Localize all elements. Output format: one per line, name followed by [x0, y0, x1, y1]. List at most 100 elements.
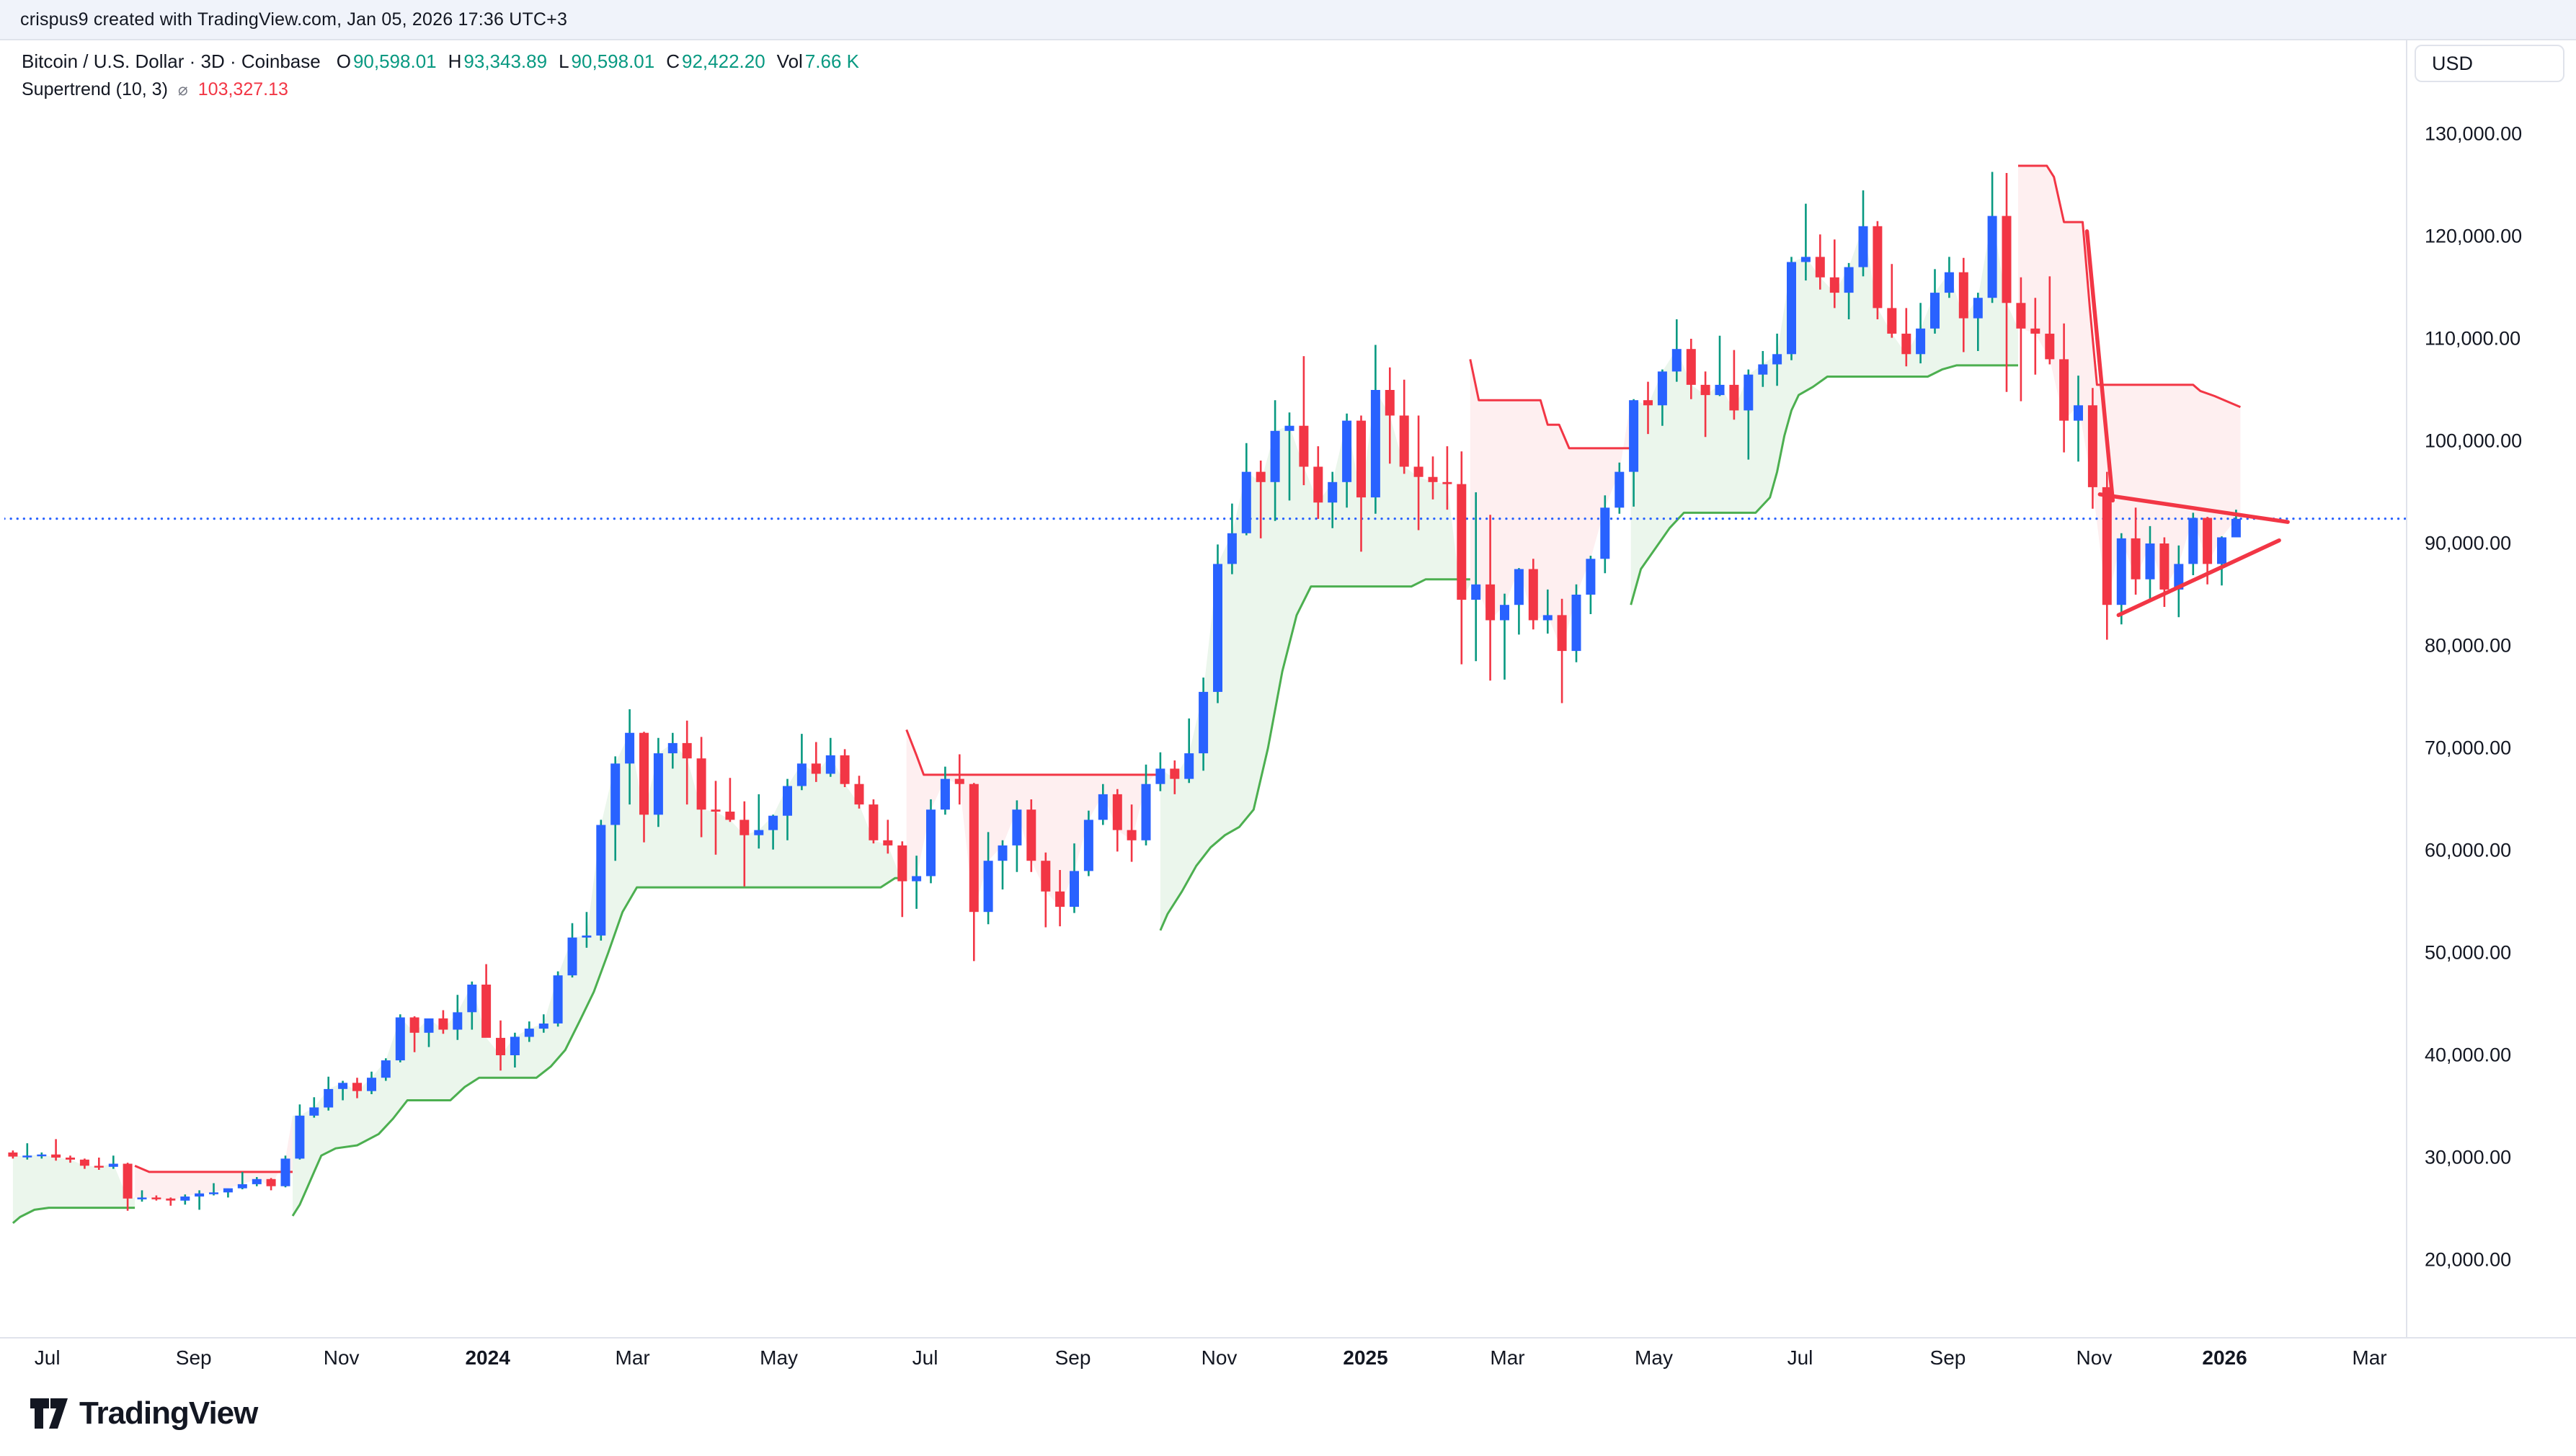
candle — [438, 1018, 448, 1030]
candle — [1070, 871, 1079, 907]
candle — [137, 1197, 147, 1199]
candle — [2174, 564, 2184, 590]
candle — [252, 1178, 262, 1184]
candle — [1055, 891, 1065, 907]
candle — [553, 975, 563, 1024]
candle — [1514, 569, 1524, 605]
candle — [653, 753, 663, 815]
supertrend-line-down — [134, 1165, 293, 1173]
candle — [1041, 861, 1051, 892]
candle — [1973, 298, 1983, 319]
candle — [352, 1083, 362, 1091]
open-label: O — [336, 50, 351, 72]
indicator-legend-row[interactable]: Supertrend (10, 3) ⌀ 103,327.13 — [22, 79, 859, 105]
candle — [180, 1197, 190, 1201]
candle — [524, 1029, 534, 1037]
candle — [1213, 564, 1222, 692]
snapshot-header-bar: crispus9 created with TradingView.com, J… — [0, 0, 2576, 40]
candle — [295, 1115, 305, 1159]
candle — [1916, 328, 1926, 355]
candle — [2045, 333, 2055, 360]
candle — [1729, 384, 1739, 411]
volume-value: 7.66 K — [804, 50, 859, 72]
low-label: L — [559, 50, 569, 72]
candle — [1127, 830, 1137, 840]
candle — [481, 985, 492, 1038]
close-value: 92,422.20 — [682, 50, 765, 72]
candle — [1815, 257, 1825, 278]
candle — [424, 1018, 434, 1033]
candle — [2203, 518, 2213, 564]
candle — [869, 804, 879, 840]
candle — [2002, 216, 2012, 303]
candle — [1356, 420, 1366, 498]
drawn-trendline-steep-descending-line[interactable] — [2084, 229, 2115, 503]
candle — [1800, 257, 1811, 262]
symbol-title: Bitcoin / U.S. Dollar · 3D · Coinbase — [22, 50, 321, 72]
candle — [1958, 272, 1968, 319]
candle — [969, 784, 979, 913]
candle — [811, 763, 821, 774]
candle — [280, 1158, 290, 1186]
drawn-trendline-upper-wedge-line[interactable] — [2097, 492, 2290, 524]
candle — [912, 876, 922, 882]
candle — [538, 1024, 548, 1029]
candle — [123, 1163, 133, 1199]
candle — [1643, 400, 1653, 406]
candle — [1758, 364, 1768, 375]
candle — [2087, 405, 2097, 487]
currency-toggle-button[interactable]: USD — [2415, 45, 2564, 82]
drawn-trendline-lower-wedge-line[interactable] — [2116, 538, 2281, 618]
candle — [1485, 584, 1496, 621]
candle — [998, 845, 1008, 861]
candle — [1026, 809, 1036, 861]
candle — [2188, 518, 2198, 564]
time-axis-separator — [0, 1337, 2576, 1339]
candle — [1155, 768, 1165, 784]
candle — [696, 758, 706, 810]
candle — [1987, 216, 1997, 298]
candle — [2159, 543, 2169, 590]
candle — [1787, 262, 1796, 355]
candle — [1944, 272, 1954, 293]
candle — [209, 1192, 218, 1194]
candle — [94, 1166, 104, 1168]
candle — [1399, 415, 1409, 467]
candle — [625, 732, 635, 764]
symbol-legend-row[interactable]: Bitcoin / U.S. Dollar · 3D · Coinbase O … — [22, 50, 859, 78]
candle — [1256, 471, 1266, 482]
candle — [1901, 333, 1911, 355]
supertrend-fill-up — [12, 1154, 136, 1223]
candle — [2074, 405, 2083, 421]
candle — [1227, 533, 1237, 564]
price-chart-canvas[interactable] — [0, 40, 2576, 1456]
candle — [37, 1154, 47, 1157]
candle — [783, 786, 792, 816]
candle — [1184, 753, 1194, 779]
candle — [2131, 538, 2141, 580]
candle — [1715, 384, 1725, 396]
tradingview-logo[interactable]: TradingView — [29, 1395, 258, 1431]
candle — [1199, 691, 1209, 754]
volume-label: Vol — [776, 50, 803, 72]
candle — [1887, 308, 1897, 334]
candle — [2116, 538, 2126, 605]
candle — [467, 985, 477, 1013]
candle — [338, 1083, 348, 1089]
average-icon: ⌀ — [177, 80, 188, 99]
candle — [1686, 349, 1696, 385]
supertrend-line-up — [1630, 364, 2018, 605]
candle — [639, 732, 649, 815]
candle — [1342, 420, 1352, 482]
candle — [1442, 481, 1452, 484]
candle — [409, 1017, 419, 1033]
candle — [1284, 425, 1294, 431]
candle — [825, 755, 835, 774]
candle — [395, 1017, 405, 1061]
chart-legend: Bitcoin / U.S. Dollar · 3D · Coinbase O … — [22, 50, 859, 105]
candle — [1542, 615, 1553, 621]
supertrend-line-down — [905, 729, 1160, 776]
candle — [1313, 466, 1323, 503]
candle — [151, 1197, 161, 1199]
candle — [453, 1012, 463, 1030]
